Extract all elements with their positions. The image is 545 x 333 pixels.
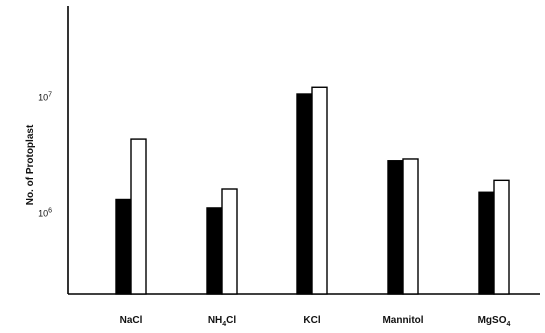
x-category-base: MgSO [478, 315, 507, 326]
x-category-subscript: 4 [506, 321, 510, 328]
y-axis-title: No. of Protoplast [25, 124, 36, 205]
bar-series2-cat3 [311, 86, 328, 295]
category-labels-group: NaCl NH4Cl KCl Mannitol MgSO4 [120, 315, 511, 328]
bar-series1-cat2 [206, 207, 223, 295]
y-axis-label: No. of Protoplast [25, 124, 36, 205]
x-category-label: KCl [303, 315, 320, 326]
x-category-base: Mannitol [382, 315, 423, 326]
x-category-base: KCl [303, 315, 320, 326]
bar-series2-cat4 [402, 158, 419, 295]
bar-series2-cat5 [493, 179, 510, 295]
x-category-label: NH4Cl [208, 315, 237, 328]
bar-series1-cat1 [115, 198, 132, 295]
x-category-base: NH [208, 315, 222, 326]
y-tick-label: 106 [38, 208, 52, 219]
x-category-base: NaCl [120, 315, 143, 326]
bar-series2-cat2 [221, 188, 238, 295]
x-category-tail: Cl [226, 315, 236, 326]
x-category-label: Mannitol [382, 315, 423, 326]
y-tick-label: 107 [38, 91, 52, 102]
bar-series1-cat4 [387, 160, 404, 295]
y-tick-exponent: 6 [48, 208, 52, 215]
x-category-label: MgSO4 [478, 315, 511, 328]
y-tick-exponent: 7 [48, 91, 52, 98]
x-category-subscript: 4 [222, 321, 226, 328]
bar-series1-cat5 [478, 191, 495, 295]
bars-group [115, 86, 510, 295]
x-category-label: NaCl [120, 315, 143, 326]
y-tick-base: 10 [38, 92, 48, 102]
bar-series2-cat1 [130, 138, 147, 295]
y-tick-base: 10 [38, 209, 48, 219]
bar-series1-cat3 [296, 93, 313, 295]
